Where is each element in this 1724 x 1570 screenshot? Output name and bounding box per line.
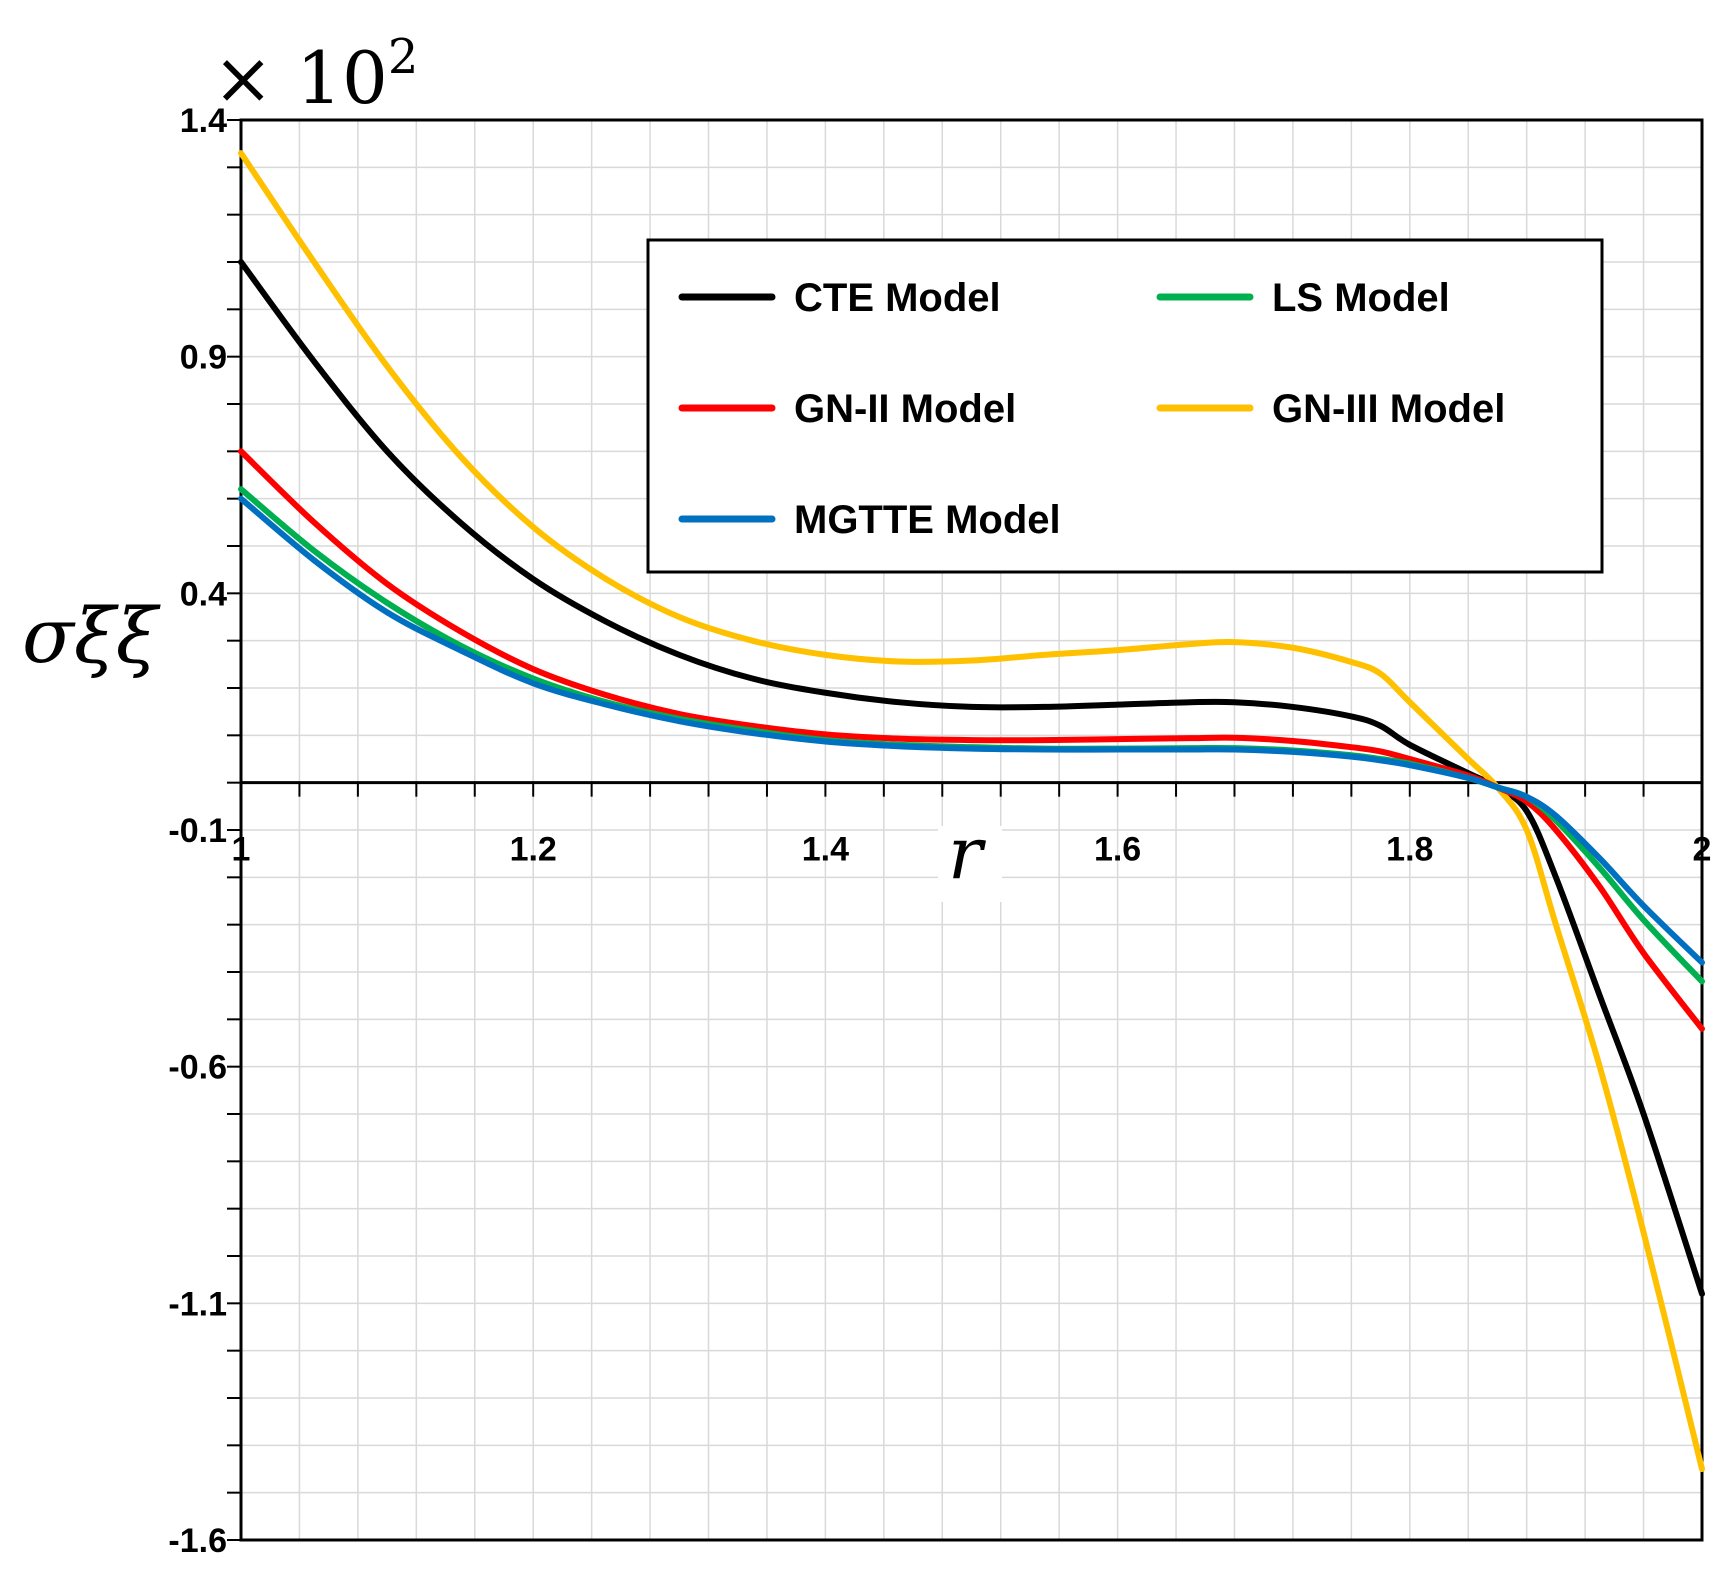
x-axis-title-background <box>938 826 1002 902</box>
series-lines <box>238 150 1705 1472</box>
y-tick-label: -1.6 <box>168 1522 227 1560</box>
y-tick-label: 1.4 <box>180 102 227 140</box>
legend: CTE Model LS Model GN-II Model GN-III Model… <box>646 238 1604 574</box>
x-tick-label: 1.6 <box>1094 831 1141 869</box>
y-tick-label: -0.6 <box>168 1049 227 1087</box>
legend-label: LS Model <box>1272 276 1450 320</box>
axis-ticks: 1.4 0.9 0.4 -0.1 -0.6 -1.1 -1.6 1 1.2 1.4 1.6 1.8 2 <box>168 102 1711 1560</box>
multiplier-label: × 102 <box>213 29 418 120</box>
x-tick-label: 1.2 <box>510 831 557 869</box>
y-tick-label: -0.1 <box>168 812 227 850</box>
x-tick-label: 1.8 <box>1386 831 1433 869</box>
legend-label: CTE Model <box>794 276 1001 320</box>
legend-box <box>646 238 1604 574</box>
multiplier-base: × 10 <box>213 36 388 120</box>
legend-label: GN-III Model <box>1272 387 1505 431</box>
multiplier-exponent: 2 <box>388 29 419 85</box>
series-line-cte-model <box>238 259 1705 1297</box>
legend-label: MGTTE Model <box>794 498 1061 542</box>
series-line-mgtte-model <box>238 495 1705 966</box>
series-line-gn-iii-model <box>238 150 1705 1472</box>
legend-label: GN-II Model <box>794 387 1016 431</box>
y-axis-title: σξξ <box>22 591 161 680</box>
x-tick-label: 1 <box>232 831 251 869</box>
x-tick-label: 2 <box>1693 831 1712 869</box>
y-tick-label: 0.9 <box>180 339 227 377</box>
series-line-gn-ii-model <box>238 448 1705 1032</box>
x-tick-label: 1.4 <box>802 831 849 869</box>
y-tick-label: 0.4 <box>180 575 227 613</box>
y-tick-label: -1.1 <box>168 1285 227 1323</box>
x-axis-title: r <box>948 811 986 895</box>
